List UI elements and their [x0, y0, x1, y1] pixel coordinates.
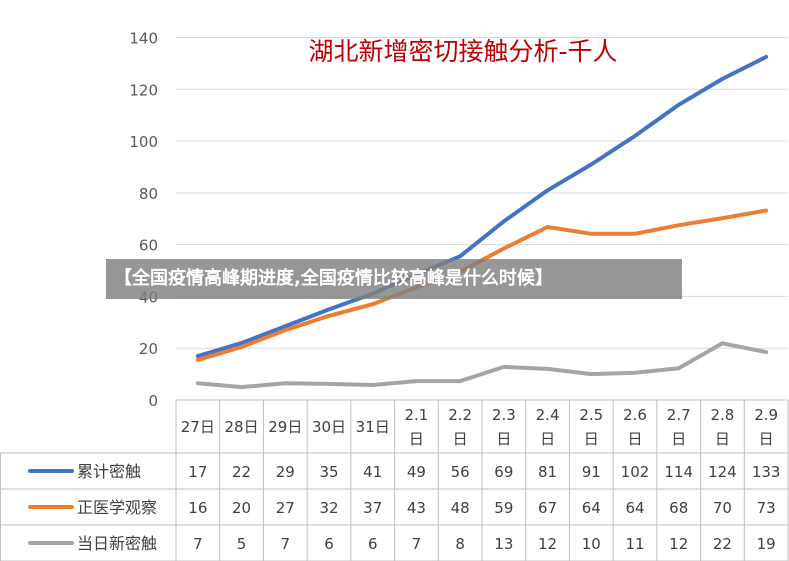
- data-label: 11: [625, 535, 644, 553]
- data-label: 7: [281, 535, 291, 553]
- x-tick-label: 2.3: [492, 406, 516, 424]
- series-lines: [195, 54, 769, 390]
- data-label: 73: [757, 499, 776, 517]
- data-label: 35: [319, 463, 338, 481]
- data-label: 124: [708, 463, 737, 481]
- data-label: 19: [757, 535, 776, 553]
- x-tick-label: 日: [409, 430, 424, 448]
- data-label: 133: [752, 463, 781, 481]
- data-label: 10: [582, 535, 601, 553]
- data-label: 69: [494, 463, 513, 481]
- x-tick-label: 27日: [181, 418, 215, 436]
- data-label: 7: [412, 535, 422, 553]
- data-label: 8: [455, 535, 465, 553]
- x-tick-label: 29日: [268, 418, 302, 436]
- data-label: 13: [494, 535, 513, 553]
- data-label: 5: [237, 535, 247, 553]
- x-tick-label: 2.9: [754, 406, 778, 424]
- legend-label: 正医学观察: [77, 498, 157, 517]
- data-label: 70: [713, 499, 732, 517]
- data-label: 37: [363, 499, 382, 517]
- y-tick-label: 0: [148, 392, 158, 410]
- x-tick-label: 2.7: [667, 406, 691, 424]
- data-label: 68: [669, 499, 688, 517]
- data-label: 22: [232, 463, 251, 481]
- data-label: 22: [713, 535, 732, 553]
- data-label: 16: [188, 499, 207, 517]
- data-label: 20: [232, 499, 251, 517]
- legend-label: 当日新密触: [77, 534, 157, 553]
- y-tick-label: 140: [129, 30, 158, 48]
- series-line: [195, 54, 769, 358]
- x-tick-label: 2.8: [710, 406, 734, 424]
- data-label: 32: [319, 499, 338, 517]
- x-tick-label: 2.6: [623, 406, 647, 424]
- x-tick-label: 日: [453, 430, 468, 448]
- x-tick-label: 日: [671, 430, 686, 448]
- y-tick-label: 100: [129, 133, 158, 151]
- x-tick-label: 日: [584, 430, 599, 448]
- data-label: 27: [276, 499, 295, 517]
- data-label: 48: [451, 499, 470, 517]
- x-tick-label: 2.5: [579, 406, 603, 424]
- data-label: 12: [669, 535, 688, 553]
- data-label: 43: [407, 499, 426, 517]
- data-label: 56: [451, 463, 470, 481]
- data-label: 29: [276, 463, 295, 481]
- x-tick-label: 日: [496, 430, 511, 448]
- x-tick-label: 日: [759, 430, 774, 448]
- x-tick-label: 日: [715, 430, 730, 448]
- y-axis-ticks: 020406080100120140: [129, 30, 158, 411]
- y-tick-label: 20: [139, 340, 158, 358]
- overlay-banner: 【全国疫情高峰期进度,全国疫情比较高峰是什么时候】: [106, 259, 682, 299]
- data-label: 7: [193, 535, 203, 553]
- y-tick-label: 120: [129, 81, 158, 99]
- x-tick-label: 日: [540, 430, 555, 448]
- data-label: 81: [538, 463, 557, 481]
- legend-label: 累计密触: [77, 462, 141, 481]
- x-tick-label: 2.4: [536, 406, 560, 424]
- data-label: 59: [494, 499, 513, 517]
- data-label: 6: [324, 535, 334, 553]
- x-tick-label: 31日: [356, 418, 390, 436]
- x-tick-label: 2.1: [404, 406, 428, 424]
- data-table: 27日 28日 29日 30日 31日2.1日2.2日2.3日2.4日2.5日2.6日2…: [0, 399, 789, 561]
- data-label: 17: [188, 463, 207, 481]
- y-tick-label: 60: [139, 237, 158, 255]
- x-tick-label: 日: [627, 430, 642, 448]
- series-line: [195, 341, 769, 390]
- data-label: 12: [538, 535, 557, 553]
- data-label: 102: [621, 463, 650, 481]
- data-label: 41: [363, 463, 382, 481]
- x-tick-label: 30日: [312, 418, 346, 436]
- y-tick-label: 80: [139, 185, 158, 203]
- data-label: 91: [582, 463, 601, 481]
- data-label: 64: [625, 499, 644, 517]
- grid-lines: [176, 37, 788, 401]
- x-tick-label: 28日: [225, 418, 259, 436]
- x-tick-label: 2.2: [448, 406, 472, 424]
- data-label: 114: [664, 463, 693, 481]
- chart-title: 湖北新增密切接触分析-千人: [308, 37, 617, 66]
- data-label: 67: [538, 499, 557, 517]
- data-label: 6: [368, 535, 378, 553]
- data-label: 49: [407, 463, 426, 481]
- data-label: 64: [582, 499, 601, 517]
